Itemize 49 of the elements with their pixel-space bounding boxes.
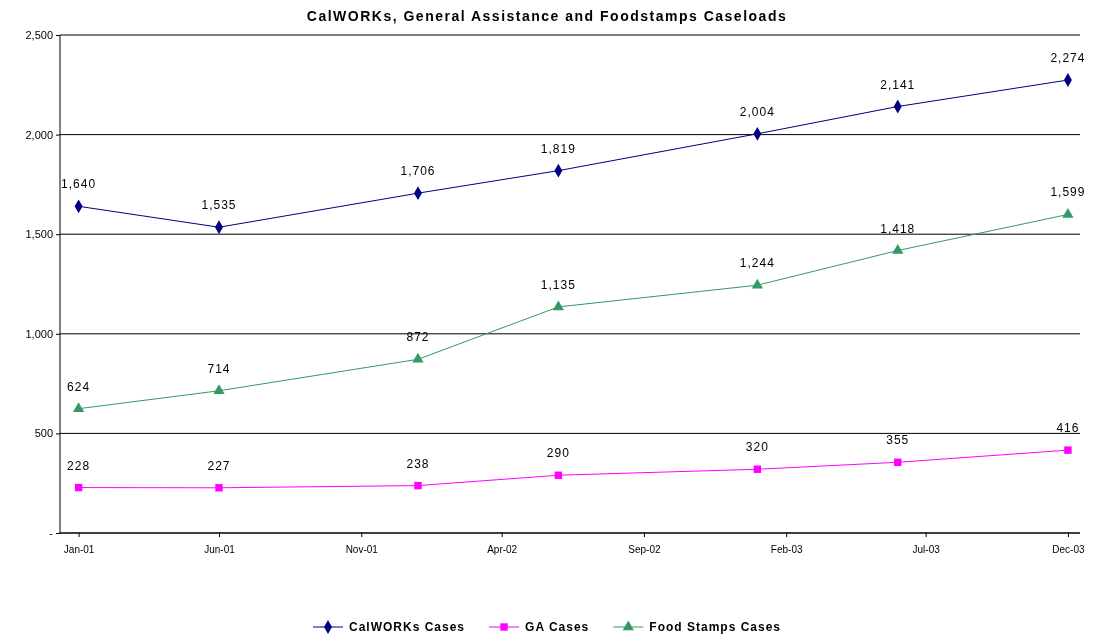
- data-label: 2,274: [1050, 51, 1086, 66]
- data-label: 2,004: [739, 104, 775, 119]
- x-tick-label: Sep-02: [628, 544, 661, 555]
- point: [72, 402, 85, 412]
- point: [552, 300, 565, 311]
- legend-label: CalWORKs Cases: [349, 620, 466, 634]
- chart-title: CalWORKs, General Assistance and Foodstamps Caseloads: [306, 8, 788, 24]
- data-label: 1,244: [739, 256, 775, 271]
- y-tick-label: 2,000: [25, 128, 53, 141]
- data-label: 2,141: [880, 77, 916, 92]
- point: [414, 481, 422, 490]
- point: [892, 244, 904, 254]
- x-tick-label: Apr-02: [487, 544, 518, 555]
- data-label: 1,819: [540, 141, 576, 156]
- data-label: 320: [745, 440, 769, 455]
- x-tick-label: Dec-03: [1052, 544, 1085, 555]
- x-tick-label: Nov-01: [345, 544, 379, 555]
- legend-label: Food Stamps Cases: [649, 620, 781, 634]
- data-label: 1,599: [1050, 185, 1086, 200]
- data-label: 290: [546, 446, 570, 461]
- data-label: 1,640: [61, 177, 97, 192]
- point: [412, 352, 424, 363]
- point: [1064, 446, 1072, 454]
- data-label: 416: [1056, 421, 1080, 436]
- data-label: 228: [67, 458, 91, 473]
- point: [751, 278, 763, 289]
- point: [213, 384, 225, 395]
- data-label: 1,706: [400, 164, 436, 179]
- y-tick-label: 500: [34, 427, 53, 440]
- data-label: 227: [207, 458, 231, 473]
- data-label: 1,535: [201, 198, 237, 213]
- point: [215, 484, 223, 492]
- data-label: 714: [207, 361, 231, 376]
- x-tick-label: Jun-01: [204, 544, 236, 555]
- data-label: 1,135: [540, 277, 576, 292]
- data-label: 624: [67, 379, 91, 394]
- x-tick-label: Jul-03: [912, 544, 941, 555]
- x-tick-label: Feb-03: [770, 544, 803, 555]
- point: [1062, 207, 1074, 218]
- data-label: 872: [406, 330, 430, 345]
- x-tick-label: Jan-01: [63, 544, 95, 555]
- data-label: 238: [406, 456, 430, 471]
- y-tick-label: -: [49, 527, 54, 540]
- data-label: 355: [886, 433, 910, 448]
- legend-label: GA Cases: [525, 620, 590, 634]
- y-tick-label: 1,000: [25, 327, 53, 340]
- y-tick-label: 2,500: [25, 29, 53, 42]
- data-label: 1,418: [880, 221, 916, 236]
- y-tick-label: 1,500: [25, 228, 53, 241]
